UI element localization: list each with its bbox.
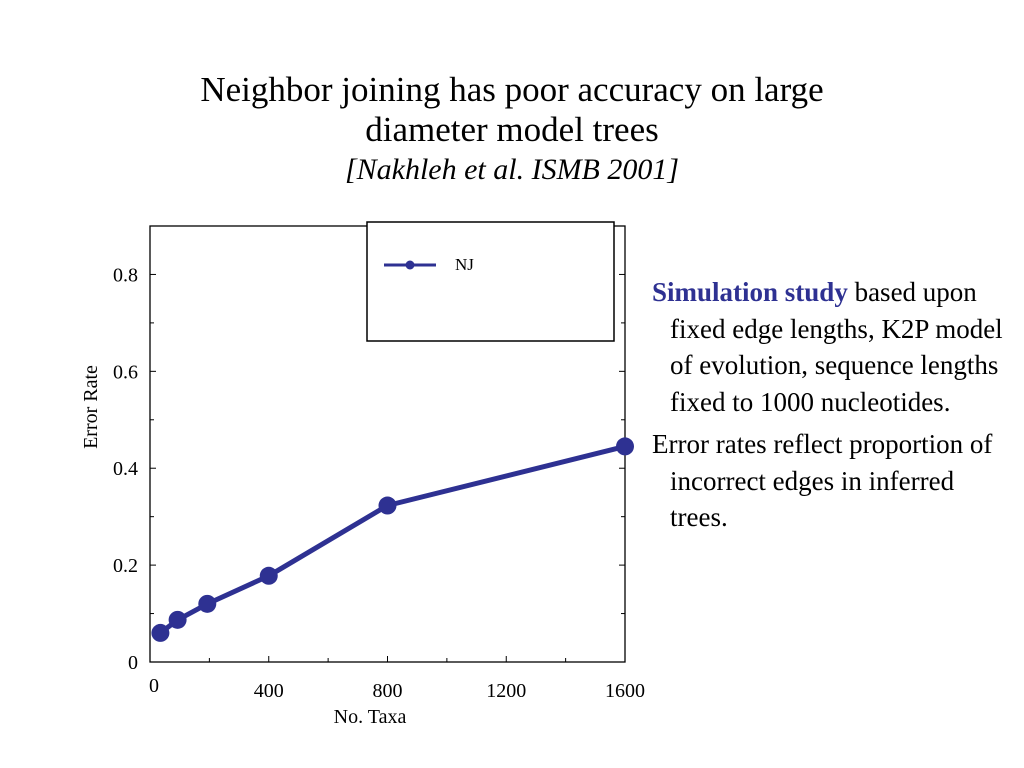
data-point — [151, 623, 170, 642]
slide-title: Neighbor joining has poor accuracy on la… — [0, 70, 1024, 190]
legend-marker-nj — [405, 260, 415, 270]
y-axis-label: Error Rate — [80, 365, 102, 449]
y-tick-label: 0.8 — [113, 264, 138, 286]
y-tick-label: 0.6 — [113, 361, 138, 383]
side-paragraph-2: Error rates reflect proportion of incorr… — [652, 429, 993, 532]
data-point — [259, 566, 278, 585]
side-paragraph-1: Simulation study based upon fixed edge l… — [652, 274, 1012, 420]
data-point — [168, 610, 187, 629]
citation: [Nakhleh et al. ISMB 2001] — [344, 153, 680, 186]
legend-label-nj: NJ — [455, 255, 474, 274]
legend-box — [366, 221, 615, 342]
simulation-study-highlight: Simulation study — [652, 277, 848, 307]
data-point — [616, 437, 634, 456]
x-tick-label: 800 — [373, 680, 403, 702]
data-point — [198, 594, 217, 613]
series-line-nj — [158, 443, 626, 635]
title-line-2: diameter model trees — [365, 110, 659, 149]
side-text: Simulation study based upon fixed edge l… — [652, 274, 1012, 542]
x-tick-label: 400 — [254, 680, 284, 702]
side-paragraph-1-text: based upon fixed edge lengths, K2P model… — [670, 277, 1003, 417]
x-axis-label: No. Taxa — [334, 706, 407, 728]
x-tick-label: 0 — [149, 675, 159, 697]
title-line-1: Neighbor joining has poor accuracy on la… — [200, 70, 824, 109]
y-tick-label: 0.2 — [113, 555, 138, 577]
x-tick-label: 1200 — [486, 680, 526, 702]
y-tick-label: 0.4 — [113, 458, 138, 480]
x-tick-label: 1600 — [605, 680, 645, 702]
y-tick-label: 0 — [128, 652, 138, 674]
data-point — [378, 496, 397, 515]
